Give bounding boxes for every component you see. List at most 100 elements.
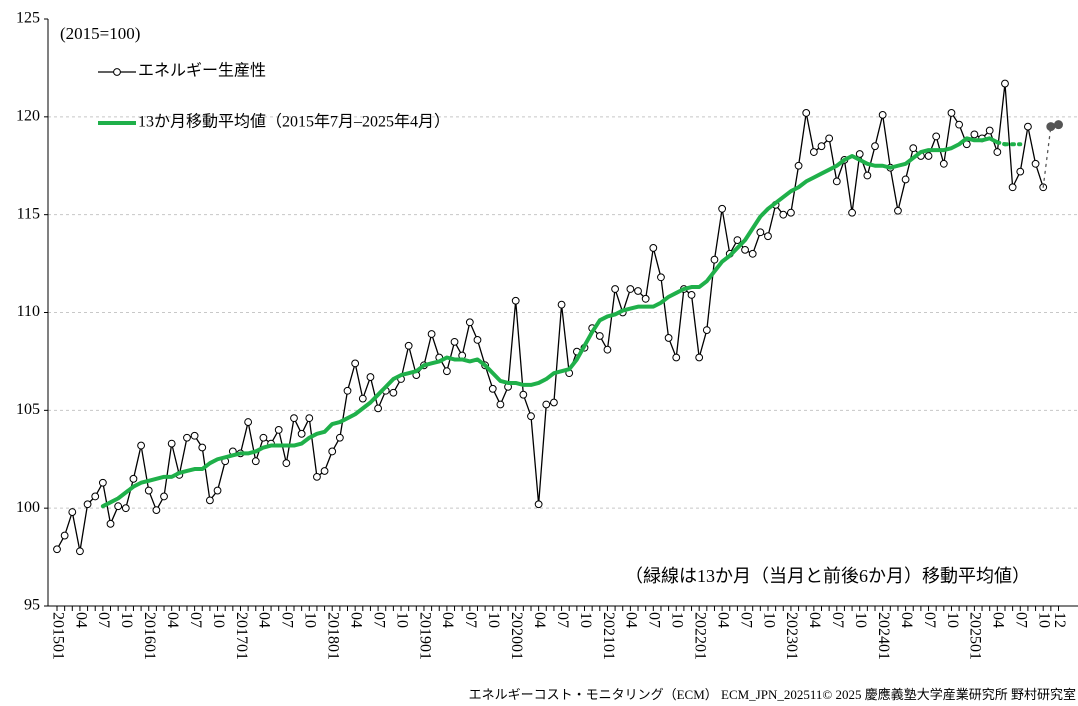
series-line: [100, 136, 1000, 509]
data-point: [137, 441, 145, 450]
data-point: [83, 500, 92, 509]
data-point: [657, 273, 665, 282]
x-tick-label: 201701: [233, 612, 250, 660]
data-point: [534, 500, 543, 509]
data-point: [809, 148, 818, 156]
data-point: [878, 110, 887, 119]
data-point: [672, 353, 681, 362]
x-tick-label: 10: [485, 612, 502, 628]
x-tick-label: 10: [760, 612, 777, 628]
data-point: [909, 144, 918, 153]
data-point: [825, 134, 834, 143]
data-point: [206, 496, 214, 505]
data-point: [68, 508, 77, 516]
data-point: [787, 208, 795, 217]
x-tick-label: 04: [990, 612, 1007, 628]
data-point: [756, 228, 765, 237]
x-tick-label: 10: [669, 612, 686, 628]
data-point: [955, 120, 964, 129]
data-point: [794, 161, 803, 170]
data-point: [251, 457, 260, 466]
data-point: [297, 429, 306, 438]
data-point: [190, 431, 199, 440]
data-point: [320, 467, 329, 475]
data-point: [450, 337, 459, 346]
data-point: [305, 414, 314, 423]
x-tick-label: 04: [439, 612, 456, 628]
x-tick-label: 10: [577, 612, 594, 628]
y-tick-label: 105: [16, 401, 40, 418]
data-point: [802, 109, 811, 117]
x-tick-label: 04: [623, 612, 640, 628]
data-point: [328, 447, 337, 456]
legend-label: エネルギー生産性: [138, 62, 266, 80]
data-point: [144, 486, 153, 495]
x-tick-label: 07: [462, 612, 479, 628]
y-tick-label: 100: [16, 499, 40, 516]
data-point: [947, 109, 956, 117]
data-point: [244, 418, 253, 426]
data-point: [985, 126, 994, 135]
data-point: [855, 150, 864, 158]
data-point: [649, 244, 658, 252]
data-point: [313, 472, 321, 481]
x-tick-label: 10: [944, 612, 961, 628]
y-tick-label: 110: [17, 303, 40, 320]
series-connector: [1042, 125, 1052, 188]
data-point: [741, 245, 749, 254]
x-tick-label: 07: [554, 612, 571, 628]
x-tick-label: 201601: [141, 612, 158, 660]
data-point: [404, 341, 413, 350]
x-tick-label: 201801: [325, 612, 342, 660]
x-tick-label: 07: [921, 612, 938, 628]
data-point: [374, 404, 382, 413]
data-point: [129, 474, 138, 483]
data-point: [733, 236, 742, 245]
data-point: [687, 290, 696, 299]
data-point: [1046, 122, 1056, 132]
x-tick-label: 04: [806, 612, 823, 628]
x-tick-label: 07: [1013, 612, 1030, 628]
data-point: [152, 506, 161, 515]
x-tick-label: 04: [72, 612, 89, 628]
data-point: [60, 531, 69, 540]
data-point: [98, 478, 107, 487]
x-tick-label: 12: [1051, 612, 1068, 628]
data-point: [160, 492, 168, 501]
x-tick-label: 07: [646, 612, 663, 628]
data-point: [442, 367, 451, 376]
data-point: [76, 547, 84, 556]
x-tick-label: 202501: [967, 612, 984, 660]
data-point: [366, 373, 375, 381]
data-point: [901, 175, 910, 184]
data-point: [519, 390, 528, 399]
x-tick-label: 07: [829, 612, 846, 628]
data-point: [53, 545, 61, 554]
x-tick-label: 202101: [600, 612, 617, 660]
data-point: [611, 285, 619, 293]
x-tick-label: 202301: [783, 612, 800, 660]
data-point: [167, 439, 176, 448]
data-point: [1016, 167, 1025, 176]
data-point: [939, 159, 948, 168]
data-point: [748, 249, 757, 258]
data-point: [1008, 183, 1017, 192]
x-tick-label: 07: [95, 612, 112, 628]
data-point: [634, 287, 642, 295]
x-tick-label: 202401: [875, 612, 892, 660]
y-tick-label: 115: [17, 205, 40, 222]
data-point: [282, 459, 291, 468]
x-tick-label: 04: [531, 612, 548, 628]
x-tick-label: 10: [852, 612, 869, 628]
data-point: [993, 148, 1002, 156]
data-point: [695, 353, 704, 362]
x-tick-label: 10: [393, 612, 410, 628]
data-point: [527, 412, 535, 421]
data-point: [1001, 79, 1009, 88]
data-point: [198, 443, 207, 452]
data-point: [488, 384, 497, 393]
x-tick-label: 04: [256, 612, 273, 628]
legend-label: 13か月移動平均値（2015年7月–2025年4月）: [138, 113, 450, 131]
